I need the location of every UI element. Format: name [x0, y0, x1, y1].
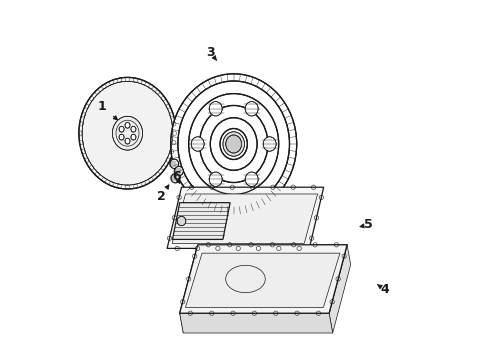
Polygon shape [185, 253, 339, 307]
Polygon shape [179, 313, 332, 333]
Ellipse shape [225, 135, 241, 153]
Ellipse shape [125, 122, 130, 128]
Text: 1: 1 [98, 100, 106, 113]
Ellipse shape [220, 129, 247, 159]
Ellipse shape [263, 137, 276, 151]
Ellipse shape [131, 134, 136, 140]
Ellipse shape [125, 138, 130, 144]
Text: 2: 2 [156, 190, 165, 203]
Text: 3: 3 [205, 46, 214, 59]
Ellipse shape [223, 132, 244, 156]
Ellipse shape [174, 166, 183, 176]
Ellipse shape [82, 81, 172, 185]
Ellipse shape [171, 174, 179, 183]
Ellipse shape [209, 172, 222, 186]
Text: 6: 6 [171, 170, 180, 183]
Polygon shape [172, 203, 230, 239]
Polygon shape [185, 253, 339, 307]
Ellipse shape [244, 172, 258, 186]
Ellipse shape [177, 216, 185, 226]
Ellipse shape [131, 126, 136, 132]
Polygon shape [328, 245, 350, 333]
Ellipse shape [244, 102, 258, 116]
Ellipse shape [119, 134, 124, 140]
Ellipse shape [199, 105, 267, 183]
Polygon shape [179, 245, 201, 333]
Polygon shape [179, 245, 346, 313]
Ellipse shape [170, 74, 296, 214]
Ellipse shape [119, 126, 124, 132]
Text: 4: 4 [380, 283, 388, 296]
Ellipse shape [170, 159, 178, 168]
Ellipse shape [178, 81, 289, 207]
Polygon shape [172, 194, 317, 243]
Polygon shape [167, 187, 323, 248]
Ellipse shape [210, 118, 257, 170]
Ellipse shape [188, 94, 278, 194]
Ellipse shape [112, 116, 142, 150]
Polygon shape [179, 245, 346, 313]
Ellipse shape [191, 137, 204, 151]
Ellipse shape [209, 102, 222, 116]
Text: 5: 5 [364, 219, 372, 231]
Ellipse shape [79, 77, 176, 189]
